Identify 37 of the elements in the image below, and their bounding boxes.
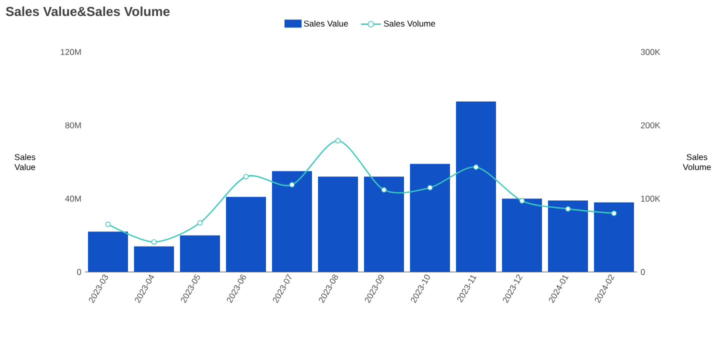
point: [151, 239, 157, 245]
bar: [502, 198, 542, 272]
point: [519, 198, 525, 204]
point: [289, 182, 295, 188]
y2-tick-label: 100K: [641, 196, 660, 202]
point: [335, 138, 341, 144]
chart-title: Sales Value&Sales Volume: [6, 6, 170, 16]
bar: [456, 101, 496, 272]
bar: [364, 176, 404, 272]
point: [243, 174, 249, 180]
y2-tick-label: 200K: [640, 122, 660, 128]
point: [105, 222, 111, 228]
point: [565, 206, 571, 212]
legend-label: Sales Volume: [384, 20, 436, 27]
point: [427, 184, 433, 190]
bar: [134, 246, 174, 272]
legend-label: Sales Value: [304, 20, 348, 27]
point: [197, 220, 203, 226]
bar: [410, 164, 450, 272]
y-tick-label: 80M: [65, 122, 81, 128]
y-tick-label: 40M: [65, 196, 81, 202]
bar: [88, 232, 128, 272]
y-tick-label: 120M: [60, 48, 81, 55]
bar: [272, 171, 312, 272]
y2-axis-title: Sales Volume: [682, 154, 711, 170]
y-axis-title: Sales Value: [14, 154, 36, 170]
point: [611, 210, 617, 216]
bar: [548, 200, 588, 272]
point: [381, 187, 387, 193]
y2-tick-label: 0: [640, 268, 645, 275]
bar: [318, 176, 358, 272]
point: [473, 164, 479, 170]
bar: [180, 235, 220, 272]
bar: [226, 196, 266, 272]
y2-tick-label: 300K: [640, 48, 660, 55]
y-tick-label: 0: [77, 268, 82, 275]
bar: [594, 202, 634, 272]
